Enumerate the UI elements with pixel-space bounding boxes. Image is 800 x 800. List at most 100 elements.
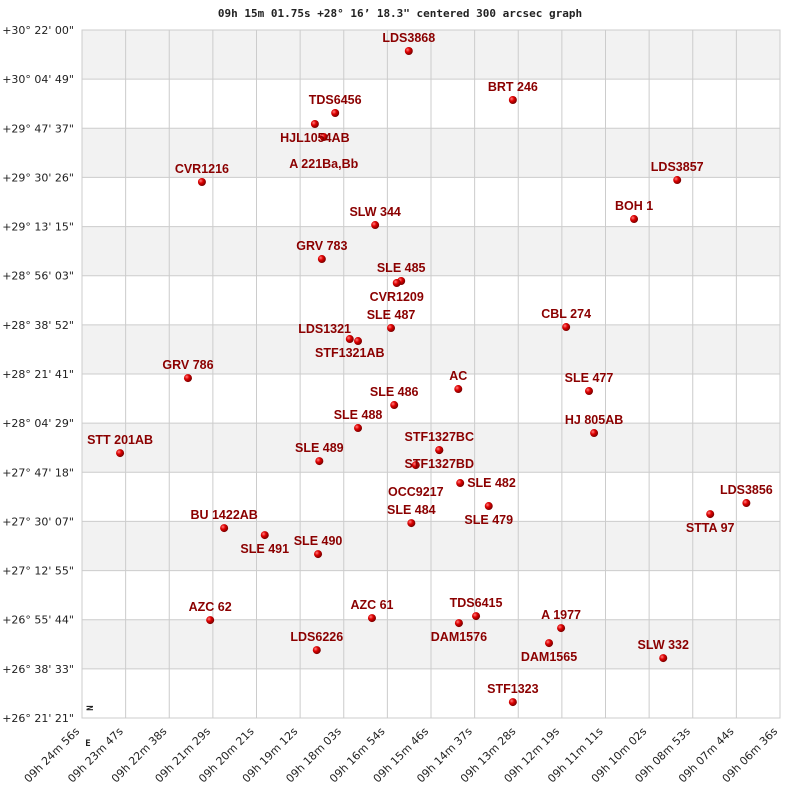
y-tick-label: +26° 38' 33" [2, 663, 74, 676]
star-point[interactable] [630, 215, 639, 224]
star-point[interactable] [371, 221, 380, 230]
star-point[interactable] [742, 499, 751, 508]
star-point[interactable] [659, 654, 668, 663]
star-label: AZC 62 [189, 600, 232, 614]
star-point[interactable] [454, 385, 463, 394]
star-point[interactable] [673, 176, 682, 185]
star-point[interactable] [312, 646, 321, 655]
star-label: LDS1321 [298, 322, 351, 336]
star-label: HJL1054AB [280, 131, 349, 145]
star-point[interactable] [116, 449, 125, 458]
star-label: SLE 488 [334, 408, 383, 422]
star-label: CBL 274 [541, 307, 591, 321]
star-point[interactable] [508, 95, 517, 104]
star-label: SLE 479 [464, 513, 513, 527]
star-point[interactable] [407, 519, 416, 528]
point-labels: LDS3868 BRT 246 TDS6456 HJL1054AB A 221Ba,Bb… [87, 31, 773, 696]
y-tick-label: +27° 12' 55" [2, 565, 74, 578]
star-point[interactable] [206, 616, 215, 625]
y-tick-label: +26° 55' 44" [2, 614, 74, 627]
star-label: BRT 246 [488, 80, 538, 94]
star-point[interactable] [354, 337, 363, 346]
y-tick-label: +27° 47' 18" [2, 466, 74, 479]
star-point[interactable] [331, 109, 340, 118]
grid-lines [81, 29, 781, 719]
star-point[interactable] [183, 374, 192, 383]
y-tick-label: +28° 21' 41" [2, 368, 74, 381]
star-point[interactable] [562, 323, 571, 332]
star-label: A 221Ba,Bb [289, 157, 358, 171]
star-point[interactable] [557, 624, 566, 633]
star-label: STF1327BC [405, 430, 474, 444]
star-label: STF1323 [487, 682, 538, 696]
star-label: SLE 489 [295, 441, 344, 455]
y-axis-ticks: +30° 22' 00" +30° 04' 49" +29° 47' 37" +29°… [2, 24, 74, 725]
star-label: DAM1565 [521, 650, 577, 664]
star-label: SLE 486 [370, 385, 419, 399]
star-point[interactable] [220, 524, 229, 533]
star-label: A 1977 [541, 608, 581, 622]
star-label: TDS6415 [450, 596, 503, 610]
y-tick-label: +29° 13' 15" [2, 221, 74, 234]
star-label: OCC9217 [388, 485, 444, 499]
star-label: SLE 491 [240, 542, 289, 556]
star-point[interactable] [435, 446, 444, 455]
star-point[interactable] [197, 177, 206, 186]
star-point[interactable] [545, 639, 554, 648]
points [116, 47, 751, 707]
star-point[interactable] [508, 698, 517, 707]
star-label: BU 1422AB [190, 508, 257, 522]
star-label: SLW 344 [349, 205, 400, 219]
star-point[interactable] [411, 461, 420, 470]
star-point[interactable] [260, 531, 269, 540]
star-label: LDS3857 [651, 160, 704, 174]
star-point[interactable] [367, 614, 376, 623]
star-point[interactable] [585, 387, 594, 396]
star-label: SLE 482 [467, 476, 516, 490]
star-point[interactable] [404, 47, 413, 56]
star-point[interactable] [387, 324, 396, 333]
star-label: AC [449, 369, 467, 383]
star-label: SLE 485 [377, 261, 426, 275]
star-label: SLE 487 [367, 308, 416, 322]
star-point[interactable] [390, 401, 399, 410]
star-point[interactable] [472, 612, 481, 621]
star-point[interactable] [456, 479, 465, 488]
star-point[interactable] [354, 424, 363, 433]
star-point[interactable] [314, 550, 323, 559]
star-label: CVR1209 [370, 290, 424, 304]
star-label: GRV 783 [296, 239, 347, 253]
star-point[interactable] [319, 133, 328, 142]
star-label: TDS6456 [309, 93, 362, 107]
star-point[interactable] [706, 510, 715, 519]
star-point[interactable] [310, 120, 319, 129]
y-tick-label: +30° 22' 00" [2, 24, 74, 37]
star-label: HJ 805AB [565, 413, 623, 427]
star-label: CVR1216 [175, 162, 229, 176]
y-tick-label: +29° 47' 37" [2, 122, 74, 135]
y-tick-label: +28° 38' 52" [2, 319, 74, 332]
star-label: LDS3856 [720, 483, 773, 497]
chart-title: 09h 15m 01.75s +28° 16’ 18.3" centered 3… [218, 7, 582, 20]
star-label: STTA 97 [686, 521, 735, 535]
y-tick-label: +30° 04' 49" [2, 73, 74, 86]
star-point[interactable] [590, 429, 599, 438]
star-point[interactable] [315, 457, 324, 466]
y-tick-label: +28° 56' 03" [2, 270, 74, 283]
y-tick-label: +29° 30' 26" [2, 171, 74, 184]
star-point[interactable] [392, 279, 401, 288]
star-label: DAM1576 [431, 630, 487, 644]
star-point[interactable] [484, 502, 493, 511]
star-label: STT 201AB [87, 433, 153, 447]
star-label: LDS3868 [382, 31, 435, 45]
star-label: STF1327BD [405, 457, 474, 471]
compass-north: N [86, 705, 96, 710]
star-point[interactable] [345, 335, 354, 344]
star-label: BOH 1 [615, 199, 653, 213]
star-label: SLE 490 [294, 534, 343, 548]
star-label: GRV 786 [162, 358, 213, 372]
y-tick-label: +27° 30' 07" [2, 515, 74, 528]
star-point[interactable] [317, 255, 326, 264]
star-point[interactable] [454, 619, 463, 628]
